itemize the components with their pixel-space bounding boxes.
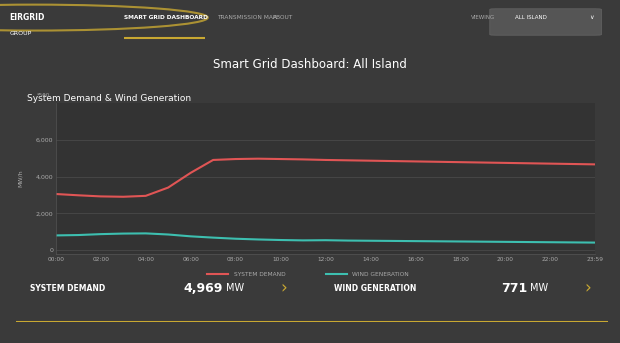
Text: WIND GENERATION: WIND GENERATION — [352, 272, 409, 277]
Text: Smart Grid Dashboard: All Island: Smart Grid Dashboard: All Island — [213, 58, 407, 71]
Text: SYSTEM DEMAND: SYSTEM DEMAND — [30, 284, 105, 293]
Text: ALL ISLAND: ALL ISLAND — [515, 15, 546, 20]
Text: *500: *500 — [37, 93, 50, 98]
Text: SYSTEM DEMAND: SYSTEM DEMAND — [234, 272, 285, 277]
Text: System Demand & Wind Generation: System Demand & Wind Generation — [27, 94, 192, 103]
Text: ›: › — [280, 279, 287, 297]
Text: ∨: ∨ — [589, 15, 593, 20]
Text: MW: MW — [226, 283, 244, 293]
Text: SMART GRID DASHBOARD: SMART GRID DASHBOARD — [124, 15, 208, 20]
Text: VIEWING: VIEWING — [471, 15, 495, 20]
Text: WIND GENERATION: WIND GENERATION — [334, 284, 416, 293]
Text: TRANSMISSION MAP: TRANSMISSION MAP — [217, 15, 277, 20]
Text: ABOUT: ABOUT — [273, 15, 293, 20]
Text: ›: › — [584, 279, 591, 297]
Text: 771: 771 — [500, 282, 527, 295]
Text: MW/h: MW/h — [18, 169, 23, 187]
FancyBboxPatch shape — [490, 9, 601, 35]
Text: GROUP: GROUP — [9, 32, 32, 36]
Text: 4,969: 4,969 — [184, 282, 223, 295]
Text: MW: MW — [529, 283, 548, 293]
Text: EIRGRID: EIRGRID — [9, 13, 45, 22]
